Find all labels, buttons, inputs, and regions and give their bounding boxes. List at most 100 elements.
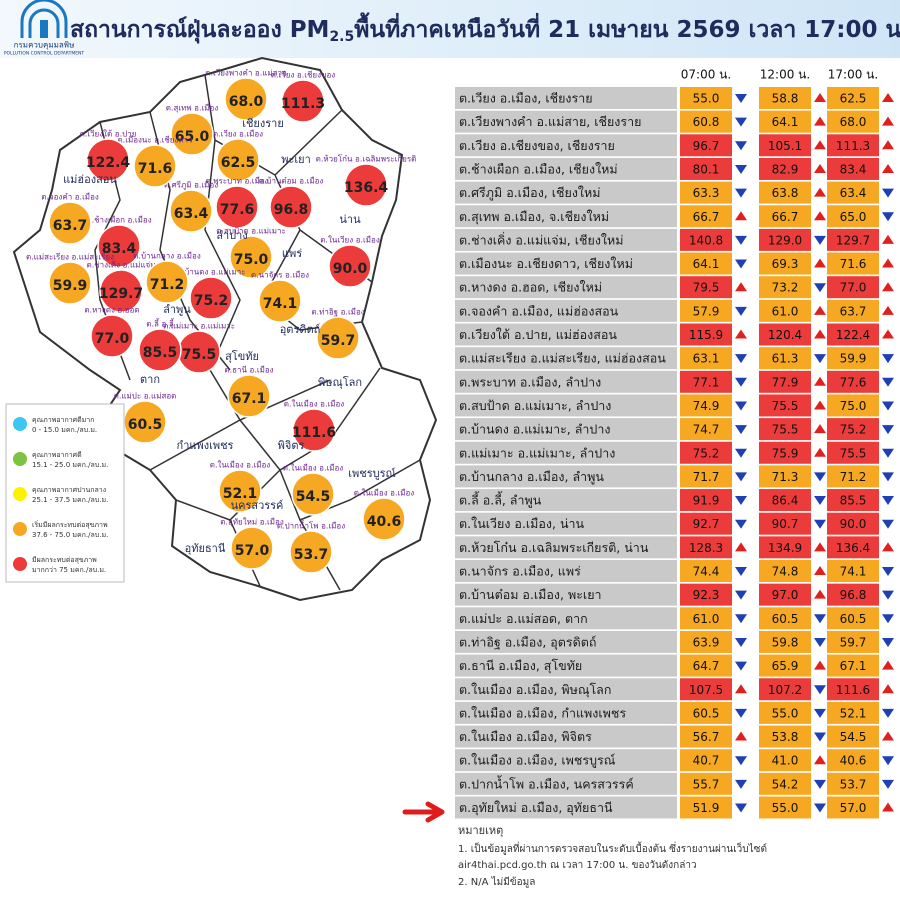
value-cell [827, 489, 879, 512]
value-cell [827, 370, 879, 393]
bubble-label: ต.ในเมือง อ.เมือง [354, 489, 415, 498]
trend-arrow [735, 614, 747, 624]
trend-arrow [814, 187, 826, 197]
station-name: ต.เวียง อ.เชียงของ, เชียงราย [459, 138, 615, 153]
value: 69.3 [772, 257, 799, 271]
province-name: อุตรดิตถ์ [280, 323, 321, 336]
value: 97.0 [772, 588, 799, 602]
title-part: สถานการณ์ฝุ่นละออง PM [70, 16, 329, 44]
trend-arrow [735, 235, 747, 245]
trend-arrow [735, 803, 747, 813]
value-cell [759, 536, 811, 559]
value: 71.2 [840, 470, 867, 484]
bubble-value: 54.5 [296, 489, 331, 505]
station-name: ต.แม่สะเรียง อ.แม่สะเรียง, แม่ฮ่องสอน [459, 351, 666, 366]
bubble-value: 71.2 [150, 277, 185, 293]
legend-label: คุณภาพอากาศดี [32, 451, 82, 459]
station-name: ต.ในเมือง อ.เมือง, เพชรบูรณ์ [459, 753, 616, 769]
value: 54.5 [840, 730, 867, 744]
notes-line: air4thai.pcd.go.th ณ เวลา 17:00 น. ของวั… [458, 860, 697, 871]
value: 134.9 [768, 541, 802, 555]
trend-arrow [882, 779, 894, 789]
value-cell [759, 749, 811, 772]
legend-swatch [13, 487, 27, 501]
station-name: ต.บ้านต๋อม อ.เมือง, พะเยา [459, 587, 602, 602]
logo-th: กรมควบคุมมลพิษ [14, 41, 75, 50]
value-cell [759, 796, 811, 819]
bubble-label: ต.บ้านดง อ.แม่เมาะ [177, 268, 246, 277]
station-name: ต.บ้านกลาง อ.เมือง, ลำพูน [459, 469, 604, 485]
value-cell [827, 607, 879, 630]
station-bubble [224, 77, 268, 121]
bubble-value: 83.4 [102, 241, 137, 257]
value: 61.0 [772, 304, 799, 318]
value-cell [759, 630, 811, 653]
value-cell [827, 134, 879, 157]
trend-arrow [882, 708, 894, 718]
map: 62.5 ต.เวียง อ.เมือง 68.0 ต.เวียงพางคำ อ.แม… [12, 56, 438, 602]
station-name: ต.ในเมือง อ.เมือง, พิษณุโลก [459, 682, 611, 698]
value-cell [680, 323, 732, 346]
legend-range: มากกว่า 75 มคก./ลบ.ม. [32, 566, 106, 574]
value-cell [827, 181, 879, 204]
station-bubble [99, 269, 143, 313]
station-name: ต.แม่เมาะ อ.แม่เมาะ, ลำปาง [459, 445, 615, 460]
station-cell [455, 252, 677, 275]
value-cell [827, 512, 879, 535]
station-cell [455, 465, 677, 488]
value-cell [827, 725, 879, 748]
trend-arrow [882, 188, 894, 198]
value-cell [827, 323, 879, 346]
station-name: ต.ช่างเคิ่ง อ.แม่แจ่ม, เชียงใหม่ [459, 231, 624, 247]
station-cell [455, 725, 677, 748]
bubble-label: ต.ห้วยโก๋น อ.เฉลิมพระเกียรติ [316, 154, 417, 164]
station-name: ต.ช้างเผือก อ.เมือง, เชียงใหม่ [459, 161, 618, 176]
station-bubble [86, 138, 130, 182]
trend-arrow [882, 684, 894, 694]
station-cell [455, 630, 677, 653]
value: 75.0 [840, 399, 867, 413]
value-cell [827, 299, 879, 322]
bubble-label: ต.อุทัยใหม่ อ.เมือง [220, 518, 284, 527]
bubble-value: 67.1 [232, 391, 267, 407]
value-cell [827, 418, 879, 441]
value-cell [680, 110, 732, 133]
province-name: ลำปาง [216, 229, 247, 242]
value-cell [827, 630, 879, 653]
trend-arrow [735, 94, 747, 103]
value-cell [827, 772, 879, 795]
value: 75.5 [840, 446, 867, 460]
value: 74.1 [840, 565, 867, 579]
value: 75.5 [772, 423, 799, 437]
value-cell [680, 772, 732, 795]
value: 58.8 [772, 92, 799, 106]
station-cell [455, 678, 677, 701]
value-cell [759, 560, 811, 582]
value: 65.9 [772, 659, 799, 673]
value: 77.1 [693, 375, 720, 389]
station-cell [455, 228, 677, 251]
value-cell [759, 252, 811, 275]
trend-arrow [882, 496, 894, 506]
bubble-label: ต.แม่ปะ อ.แม่สอด [114, 392, 177, 401]
bubble-value: 75.2 [194, 293, 229, 309]
value-cell [680, 560, 732, 582]
station-bubble [170, 112, 214, 156]
value-cell [827, 252, 879, 275]
bubble-value: 59.7 [321, 333, 356, 349]
value: 140.8 [689, 233, 723, 247]
legend-swatch [13, 522, 27, 536]
trend-arrow [814, 305, 826, 315]
trend-arrow [882, 756, 894, 766]
bubble-label: ต.ในเมือง อ.เมือง [210, 461, 271, 470]
station-name: ต.ห้วยโก๋น อ.เฉลิมพระเกียรติ, น่าน [459, 540, 649, 555]
station-name: ต.สบป้าด อ.แม่เมาะ, ลำปาง [459, 398, 611, 413]
value-cell [759, 465, 811, 488]
bubble-label: ต.บ้านกลาง อ.เมือง [133, 252, 201, 261]
bubble-label: ต.ลี้ อ.ลี้ [146, 318, 175, 329]
bubble-label: ต.ธานี อ.เมือง [224, 366, 273, 375]
station-bubble [133, 144, 177, 188]
value: 55.0 [772, 706, 799, 720]
trend-arrow [882, 377, 894, 387]
value-cell [827, 157, 879, 180]
